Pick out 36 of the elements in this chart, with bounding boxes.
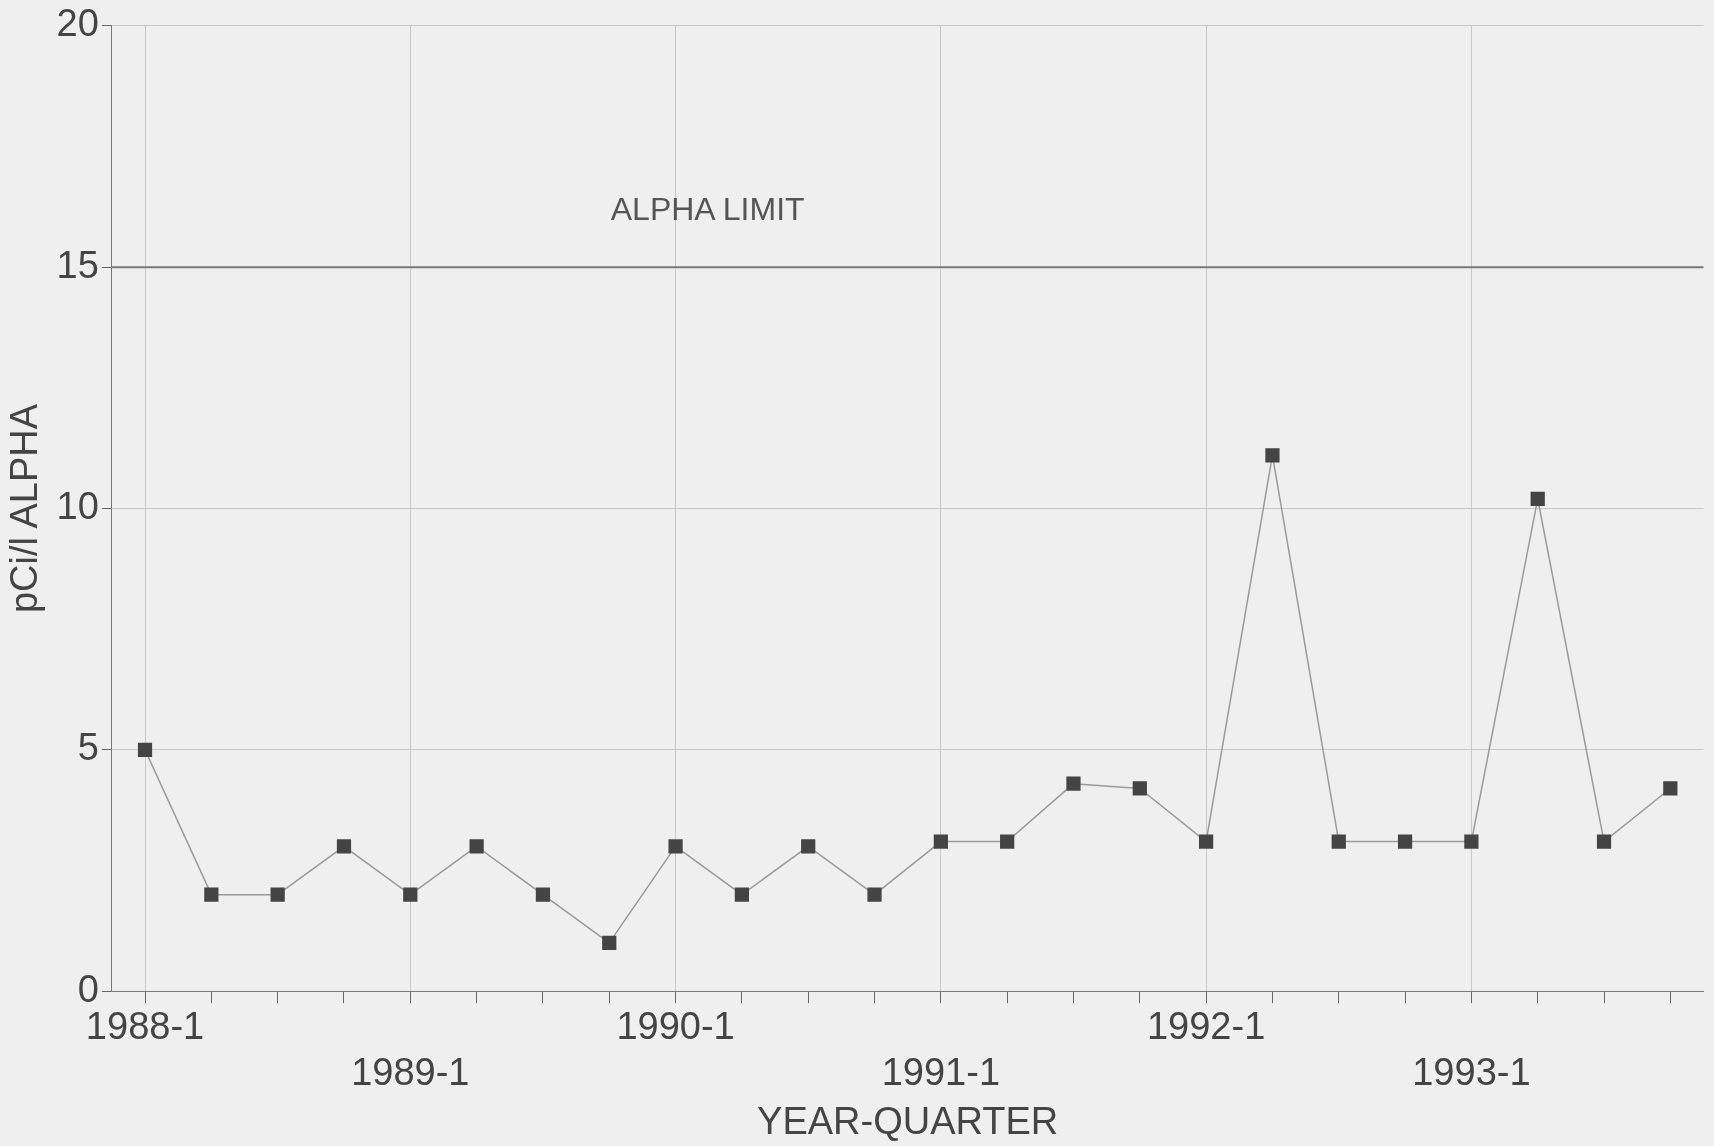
point (867, 887, 882, 902)
point (204, 887, 219, 902)
point (1199, 834, 1214, 849)
point (734, 887, 749, 902)
x-tick-label: 1991-1 (881, 1051, 1001, 1094)
point (1397, 834, 1413, 849)
x-tick-label: 1992-1 (1146, 1005, 1266, 1048)
point (336, 839, 352, 854)
point (1066, 776, 1081, 791)
y-tick-label: 5 (77, 726, 99, 769)
point (137, 742, 153, 757)
x-axis-title: YEAR-QUARTER (757, 1099, 1059, 1142)
x-tick-label: 1990-1 (616, 1005, 735, 1048)
point (1000, 834, 1015, 849)
point (668, 839, 683, 854)
point (403, 887, 418, 902)
point (1265, 448, 1280, 463)
y-tick-label: 15 (56, 243, 99, 286)
point (933, 834, 948, 849)
ref-line-label: ALPHA LIMIT (610, 190, 805, 227)
point (1663, 781, 1678, 796)
point (270, 887, 285, 902)
x-tick-label: 1993-1 (1412, 1051, 1531, 1094)
point (1132, 781, 1147, 796)
y-tick-label: 20 (56, 2, 99, 45)
point (801, 839, 816, 854)
point (602, 935, 617, 951)
x-tick-label: 1989-1 (351, 1051, 470, 1094)
y-tick-label: 10 (56, 484, 99, 527)
y-axis-title: pCi/l ALPHA (3, 403, 46, 614)
point (1464, 834, 1479, 849)
point (1331, 834, 1346, 849)
point (1530, 491, 1545, 506)
point (1596, 834, 1612, 849)
point (469, 839, 484, 854)
point (535, 887, 551, 902)
